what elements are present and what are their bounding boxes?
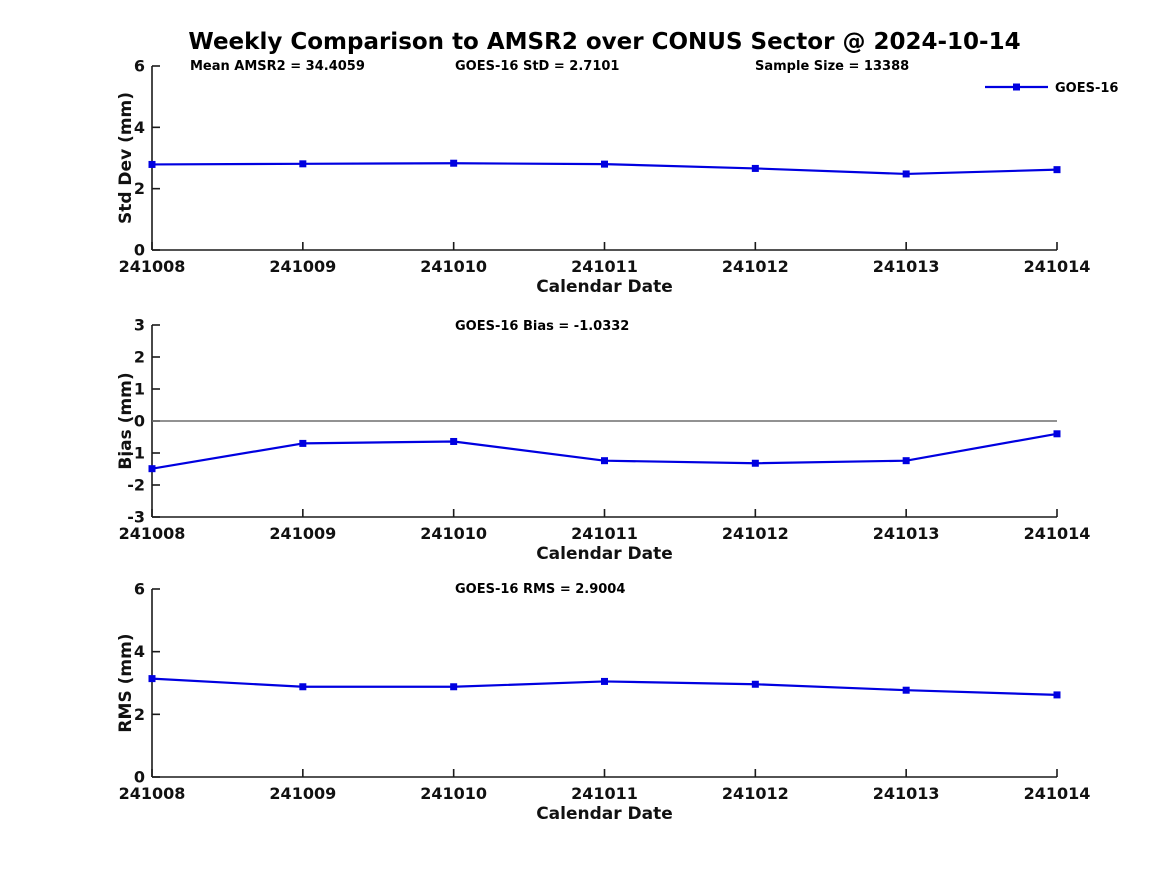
x-tick-label: 241009 [269,524,336,543]
data-point-marker [751,459,759,467]
data-point-marker [299,683,307,691]
data-point-marker [902,686,910,694]
annotation-0: Mean AMSR2 = 34.4059 [190,59,365,74]
y-tick-label: 0 [134,412,145,431]
data-point-marker [601,160,608,168]
y-tick-label: 4 [134,642,145,661]
x-tick-label: 241012 [722,524,789,543]
y-tick-label: -3 [127,508,145,527]
data-point-marker [902,170,910,178]
x-tick-label: 241010 [420,784,487,803]
legend-label-goes-16: GOES-16 [1055,81,1118,96]
x-tick-label: 241013 [873,257,940,276]
y-tick-label: 1 [134,380,145,399]
y-tick-label: 4 [134,118,145,137]
data-point-marker [148,675,156,683]
y-tick-label: 3 [134,316,145,335]
x-tick-label: 241008 [119,257,186,276]
data-point-marker [450,683,458,691]
data-point-marker [450,437,458,445]
x-tick-label: 241014 [1024,784,1091,803]
x-tick-label: 241011 [571,257,638,276]
data-point-marker [148,465,156,473]
y-tick-label: -1 [127,444,145,463]
x-tick-label: 241014 [1024,524,1091,543]
y-tick-label: 2 [134,179,145,198]
x-tick-label: 241010 [420,257,487,276]
annotation-1: GOES-16 StD = 2.7101 [455,59,619,74]
y-tick-label: -2 [127,476,145,495]
x-tick-label: 241011 [571,524,638,543]
data-point-marker [751,164,759,172]
y-axis-title: Std Dev (mm) [116,92,136,224]
subplot-std-dev: 0 2 4 6 241008 241009 241010 241011 241012 241013… [116,57,1118,298]
data-point-marker [902,457,910,465]
data-point-marker [1053,166,1061,174]
y-tick-label: 6 [134,580,145,599]
data-point-marker [751,680,759,688]
x-tick-label: 241010 [420,524,487,543]
y-axis-title: RMS (mm) [116,633,136,732]
annotation-0: GOES-16 RMS = 2.9004 [455,582,625,597]
y-tick-label: 6 [134,57,145,76]
x-tick-label: 241008 [119,524,186,543]
x-axis-title: Calendar Date [536,544,673,564]
data-point-marker [450,159,458,167]
x-axis-title: Calendar Date [536,804,673,824]
data-point-marker [601,457,608,465]
data-point-marker [1053,691,1061,699]
data-point-marker [601,677,608,685]
x-axis-title: Calendar Date [536,277,673,297]
data-point-marker [299,439,307,447]
x-tick-label: 241009 [269,257,336,276]
data-point-marker [299,160,307,168]
y-tick-label: 2 [134,705,145,724]
y-tick-label: 0 [134,241,145,260]
figure-title: Weekly Comparison to AMSR2 over CONUS Se… [188,29,1021,55]
x-tick-label: 241014 [1024,257,1091,276]
legend-marker-sample [1013,83,1020,91]
subplot-bias: -3 -2 -1 0 1 2 3 241008 241009 241010 241011 241012… [116,316,1090,565]
annotation-0: GOES-16 Bias = -1.0332 [455,319,629,334]
data-point-marker [148,160,156,168]
y-tick-label: 2 [134,348,145,367]
x-tick-label: 241011 [571,784,638,803]
y-axis-title: Bias (mm) [116,372,136,469]
x-tick-label: 241012 [722,257,789,276]
data-point-marker [1053,430,1061,438]
x-tick-label: 241008 [119,784,186,803]
subplot-rms: 0 2 4 6 241008 241009 241010 241011 241012 241013… [116,580,1090,825]
legend: GOES-16 [985,81,1118,96]
annotation-2: Sample Size = 13388 [755,59,909,74]
x-tick-label: 241013 [873,524,940,543]
y-tick-label: 0 [134,768,145,787]
x-tick-label: 241013 [873,784,940,803]
x-tick-label: 241009 [269,784,336,803]
x-tick-label: 241012 [722,784,789,803]
